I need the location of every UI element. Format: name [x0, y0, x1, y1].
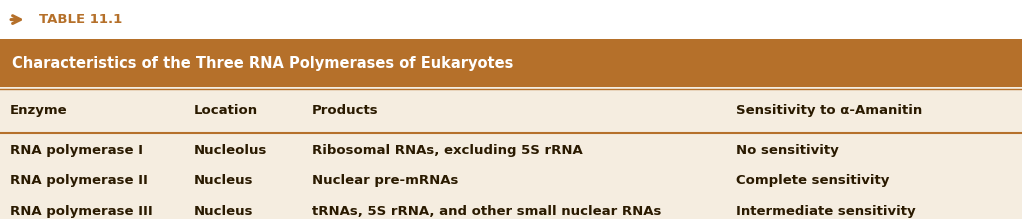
Text: Nucleus: Nucleus: [194, 205, 253, 217]
Text: Nucleus: Nucleus: [194, 174, 253, 187]
Text: tRNAs, 5S rRNA, and other small nuclear RNAs: tRNAs, 5S rRNA, and other small nuclear …: [312, 205, 661, 217]
Text: No sensitivity: No sensitivity: [736, 144, 839, 157]
Text: RNA polymerase III: RNA polymerase III: [10, 205, 153, 217]
Text: Complete sensitivity: Complete sensitivity: [736, 174, 889, 187]
Text: Sensitivity to α-Amanitin: Sensitivity to α-Amanitin: [736, 104, 922, 117]
Text: Ribosomal RNAs, excluding 5S rRNA: Ribosomal RNAs, excluding 5S rRNA: [312, 144, 583, 157]
Text: Location: Location: [194, 104, 259, 117]
FancyBboxPatch shape: [0, 87, 1022, 135]
FancyBboxPatch shape: [0, 39, 1022, 87]
Text: Characteristics of the Three RNA Polymerases of Eukaryotes: Characteristics of the Three RNA Polymer…: [12, 56, 514, 71]
Text: Nuclear pre-mRNAs: Nuclear pre-mRNAs: [312, 174, 458, 187]
Text: RNA polymerase I: RNA polymerase I: [10, 144, 143, 157]
Text: Nucleolus: Nucleolus: [194, 144, 268, 157]
FancyBboxPatch shape: [0, 196, 1022, 219]
Text: Enzyme: Enzyme: [10, 104, 67, 117]
Text: Products: Products: [312, 104, 378, 117]
FancyBboxPatch shape: [0, 165, 1022, 196]
Text: Intermediate sensitivity: Intermediate sensitivity: [736, 205, 916, 217]
Text: TABLE 11.1: TABLE 11.1: [39, 13, 122, 26]
FancyBboxPatch shape: [0, 0, 1022, 39]
Text: RNA polymerase II: RNA polymerase II: [10, 174, 148, 187]
FancyBboxPatch shape: [0, 135, 1022, 165]
